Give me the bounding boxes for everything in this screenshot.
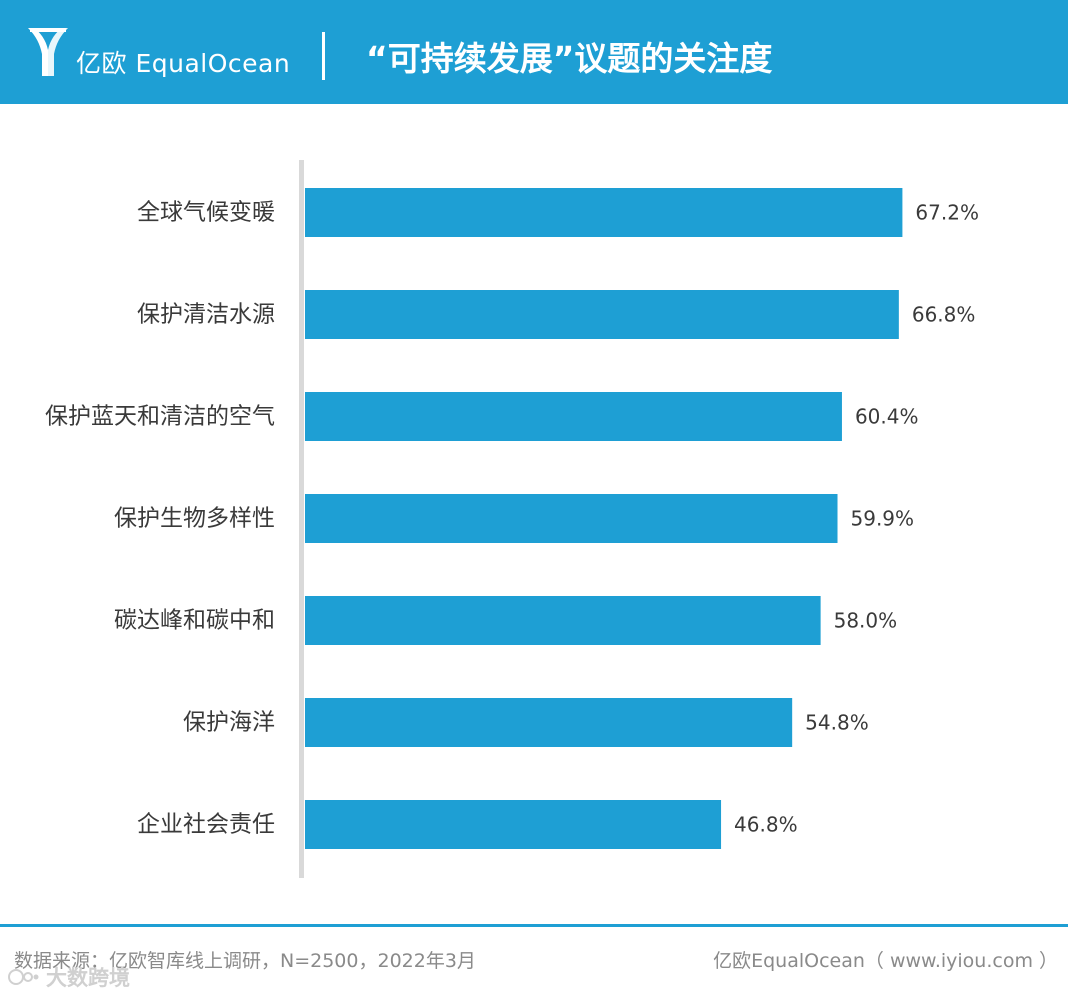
equalocean-logo-icon: [28, 28, 68, 76]
category-label: 碳达峰和碳中和: [114, 608, 275, 634]
source-note: 数据来源：亿欧智库线上调研，N=2500，2022年3月: [14, 950, 476, 972]
logo-text: 亿欧 EqualOcean: [76, 49, 291, 78]
bar: [305, 800, 722, 849]
bar: [305, 188, 903, 237]
watermark-text: 大数跨境: [46, 966, 130, 990]
header-bar: 亿欧 EqualOcean “可持续发展”议题的关注度: [0, 0, 1068, 104]
bar: [305, 392, 842, 441]
watermark-logo-icon: [8, 969, 39, 985]
chart-title: “可持续发展”议题的关注度: [366, 39, 773, 78]
category-label: 保护蓝天和清洁的空气: [45, 404, 275, 430]
bar: [305, 596, 821, 645]
value-label: 59.9%: [851, 507, 915, 531]
category-label: 保护清洁水源: [137, 302, 275, 328]
value-label: 54.8%: [805, 711, 869, 735]
category-label: 保护海洋: [183, 710, 275, 736]
value-label: 58.0%: [834, 609, 898, 633]
y-axis-line: [299, 160, 304, 878]
brand-credit: 亿欧EqualOcean（ www.iyiou.com ）: [713, 950, 1058, 972]
bar: [305, 494, 838, 543]
category-label: 全球气候变暖: [137, 200, 275, 226]
category-label: 企业社会责任: [137, 812, 275, 838]
watermark: 大数跨境: [8, 962, 130, 992]
bar: [305, 290, 899, 339]
bar: [305, 698, 793, 747]
value-label: 60.4%: [855, 405, 919, 429]
value-label: 66.8%: [912, 303, 976, 327]
bar-chart: 全球气候变暖 67.2% 保护清洁水源 66.8% 保护蓝天和清洁的空气 60.4% 保护生…: [45, 160, 979, 878]
value-label: 67.2%: [915, 201, 979, 225]
footer-divider: [0, 924, 1068, 927]
value-label: 46.8%: [734, 813, 798, 837]
category-label: 保护生物多样性: [114, 506, 275, 532]
header-divider: [322, 32, 325, 80]
